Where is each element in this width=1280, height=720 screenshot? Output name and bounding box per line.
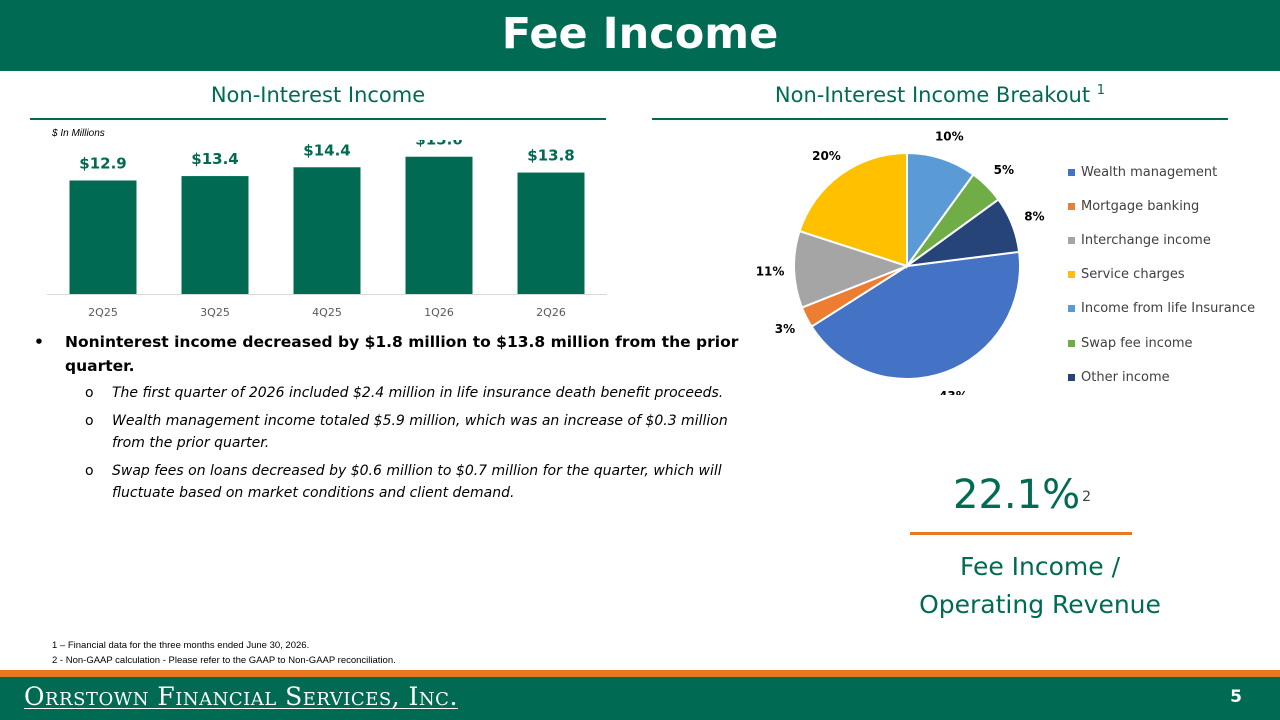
bar-data-label: $12.9 (79, 154, 126, 172)
legend-label: Interchange income (1081, 232, 1211, 248)
kpi-label: Fee Income / Operating Revenue (880, 548, 1200, 624)
bar-chart-title: Non-Interest Income (210, 83, 426, 107)
bar-data-label: $15.6 (415, 140, 462, 149)
sub-bullet: o Wealth management income totaled $5.9 m… (30, 410, 750, 454)
sub-bullet-marker: o (85, 385, 94, 401)
pie-data-label: 11% (756, 264, 785, 278)
footer-bar (0, 677, 1280, 720)
legend-label: Wealth management (1081, 164, 1218, 180)
sub-bullet-marker: o (85, 413, 94, 429)
legend-swatch (1068, 236, 1075, 244)
legend-item: Interchange income (1068, 223, 1255, 257)
sub-bullet-text: The first quarter of 2026 included $2.4 … (112, 385, 724, 401)
pie-chart-title-rule (652, 118, 1228, 120)
pie-chart: 43% 3% 11% 20% 10% 5% 8% (756, 130, 1045, 395)
sub-bullet-text: Swap fees on loans decreased by $0.6 mil… (112, 463, 722, 501)
legend-swatch (1068, 339, 1075, 347)
bar (405, 156, 473, 294)
legend-label: Other income (1081, 369, 1170, 385)
legend-item: Swap fee income (1068, 326, 1255, 360)
bar (293, 167, 361, 294)
legend-label: Mortgage banking (1081, 198, 1200, 214)
sub-bullet-text: Wealth management income totaled $5.9 mi… (112, 413, 728, 451)
x-tick-label: 4Q25 (312, 306, 342, 319)
bar (181, 176, 249, 294)
legend-swatch (1068, 202, 1075, 210)
page-number: 5 (1230, 687, 1242, 707)
pie-chart-title: Non-Interest Income Breakout 1 (652, 83, 1228, 107)
pie-slice (810, 250, 1021, 380)
bar-chart: $12.9 2Q25 $13.4 3Q25 $14.4 4Q25 $15.6 1Q26 $13.… (47, 140, 607, 319)
company-logo: Orrstown Financial Services, Inc. (24, 682, 458, 711)
bar-data-label: $13.8 (527, 147, 574, 165)
x-tick-label: 2Q26 (536, 306, 566, 319)
footnote: 1 – Financial data for the three months … (52, 640, 310, 651)
pie-data-label: 8% (1024, 210, 1044, 224)
x-tick-label: 1Q26 (424, 306, 454, 319)
kpi-footnote: 2 (1082, 489, 1091, 505)
footer-accent-band (0, 670, 1280, 677)
kpi-label-line1: Fee Income / (959, 552, 1121, 581)
legend-item: Other income (1068, 360, 1255, 394)
footnotes: 1 – Financial data for the three months … (52, 638, 396, 668)
kpi-label-line2: Operating Revenue (919, 590, 1161, 619)
legend-swatch (1068, 305, 1075, 313)
legend-swatch (1068, 373, 1075, 381)
kpi-value: 22.1% 2 (912, 468, 1132, 522)
bullet-marker: • (34, 333, 44, 351)
pie-legend: Wealth management Mortgage banking Interch… (1068, 155, 1255, 394)
header-bar (0, 0, 1280, 71)
pie-slice (906, 151, 975, 270)
kpi-number: 22.1% (953, 472, 1081, 518)
commentary: • Noninterest income decreased by $1.8 m… (30, 330, 750, 510)
pie-slice (798, 151, 908, 268)
bar (69, 180, 137, 294)
pie-data-label: 43% (939, 389, 968, 395)
legend-item: Wealth management (1068, 155, 1255, 189)
sub-bullets: o The first quarter of 2026 included $2.4… (30, 382, 750, 504)
pie-chart-title-footnote: 1 (1096, 83, 1106, 98)
legend-label: Service charges (1081, 267, 1185, 283)
bar-data-label: $14.4 (303, 141, 350, 159)
units-note: $ In Millions (52, 128, 105, 139)
bar-data-label: $13.4 (191, 150, 238, 168)
pie-slice (793, 229, 910, 309)
pie-chart-title-text: Non-Interest Income Breakout (774, 83, 1091, 107)
sub-bullet-marker: o (85, 463, 94, 479)
sub-bullet: o Swap fees on loans decreased by $0.6 mi… (30, 460, 750, 504)
legend-label: Swap fee income (1081, 335, 1193, 351)
sub-bullet: o The first quarter of 2026 included $2.4… (30, 382, 750, 404)
legend-swatch (1068, 271, 1075, 279)
bar-chart-title-rule (30, 118, 606, 120)
legend-swatch (1068, 168, 1075, 176)
footnote: 2 - Non-GAAP calculation - Please refer … (52, 655, 396, 666)
legend-item: Income from life Insurance (1068, 292, 1255, 326)
pie-data-label: 20% (812, 149, 841, 163)
page-title: Fee Income (501, 9, 779, 59)
pie-slice (906, 198, 1021, 267)
legend-label: Income from life Insurance (1081, 301, 1256, 317)
x-tick-label: 2Q25 (88, 306, 118, 319)
x-tick-label: 3Q25 (200, 306, 230, 319)
pie-data-label: 3% (775, 322, 795, 336)
main-bullet-text: Noninterest income decreased by $1.8 mil… (65, 333, 739, 375)
pie-data-label: 10% (935, 130, 964, 144)
pie-data-label: 5% (994, 163, 1014, 177)
main-bullet: • Noninterest income decreased by $1.8 m… (30, 330, 750, 378)
bar (517, 172, 585, 294)
kpi-divider (910, 532, 1132, 535)
legend-item: Mortgage banking (1068, 189, 1255, 223)
legend-item: Service charges (1068, 258, 1255, 292)
